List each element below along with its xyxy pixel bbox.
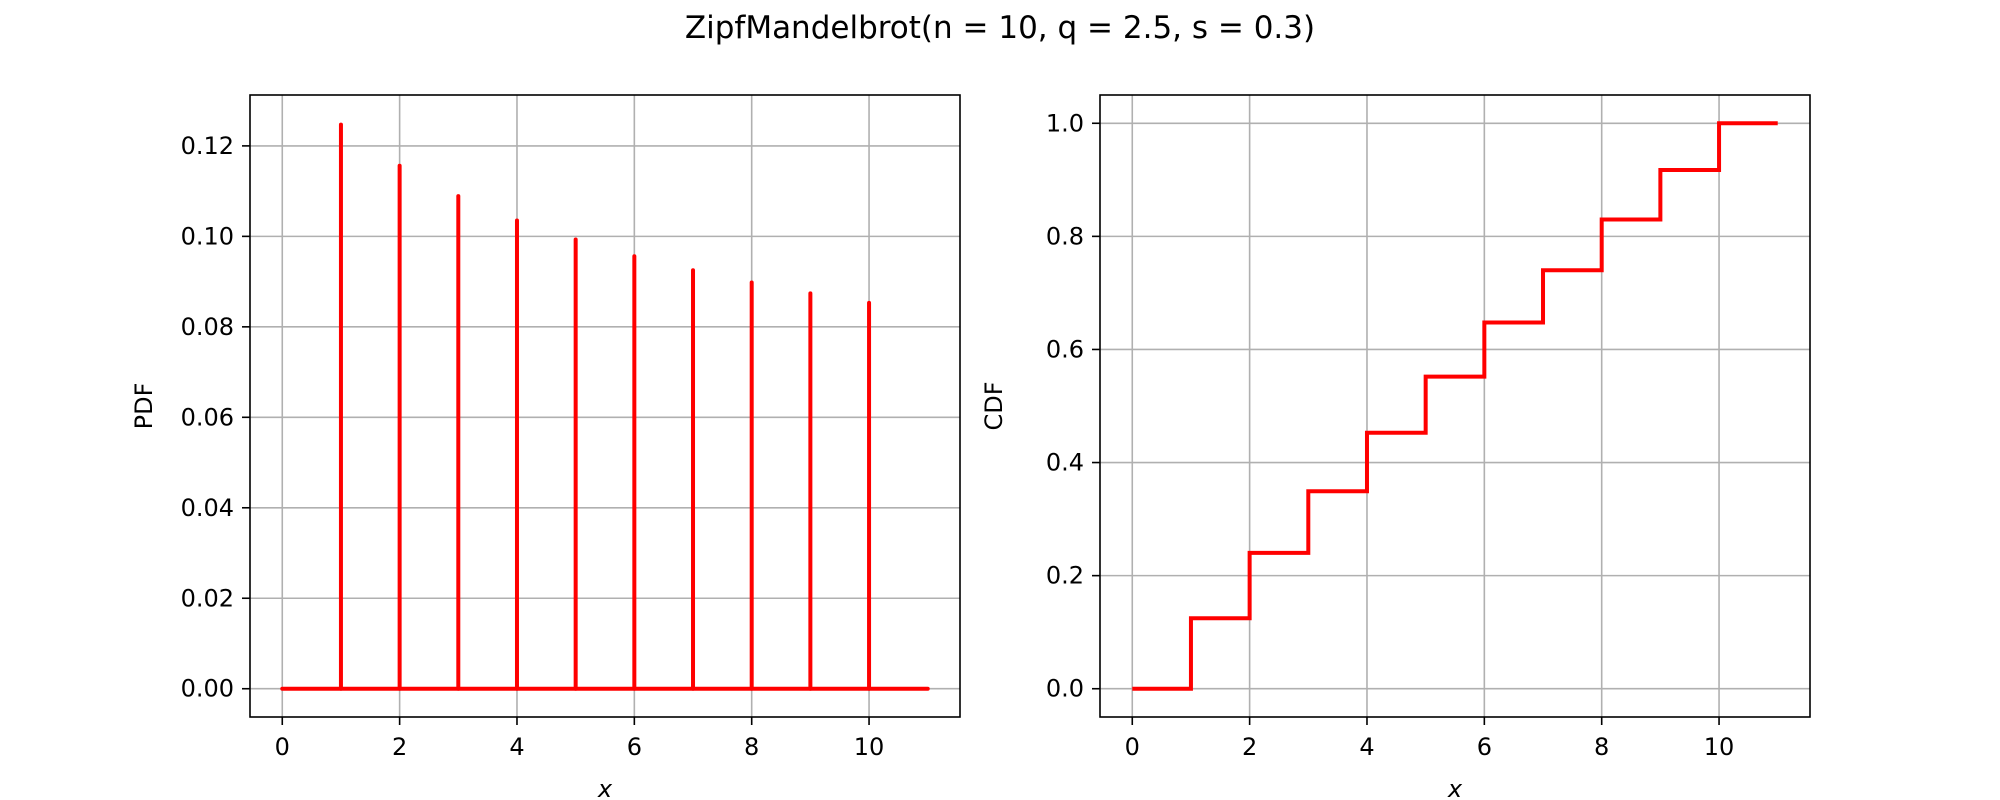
y-tick-label: 1.0 bbox=[1046, 109, 1084, 137]
y-tick-label: 0.0 bbox=[1046, 675, 1084, 703]
y-tick-label: 0.10 bbox=[181, 222, 234, 250]
x-axis-label: x bbox=[597, 775, 613, 800]
x-tick-label: 2 bbox=[1242, 733, 1257, 761]
x-tick-label: 2 bbox=[392, 733, 407, 761]
y-tick-label: 0.4 bbox=[1046, 449, 1084, 477]
x-tick-label: 10 bbox=[1704, 733, 1735, 761]
y-tick-label: 0.08 bbox=[181, 313, 234, 341]
y-tick-label: 0.2 bbox=[1046, 562, 1084, 590]
data-series bbox=[280, 122, 930, 691]
x-tick-label: 8 bbox=[1594, 733, 1609, 761]
y-axis-label: PDF bbox=[130, 383, 158, 430]
cdf-step-line bbox=[1132, 121, 1778, 691]
y-tick-label: 0.8 bbox=[1046, 222, 1084, 250]
grid bbox=[1100, 95, 1810, 717]
axes-frame bbox=[1099, 94, 1811, 718]
y-axis-label: CDF bbox=[980, 381, 1008, 430]
pdf-panel: 0 2 4 6 8 10 0.00 0.02 0.04 0.06 0.08 0.10 0.12 x PDF bbox=[130, 94, 961, 800]
x-axis-label: x bbox=[1447, 775, 1463, 800]
x-tick-label: 6 bbox=[627, 733, 642, 761]
y-tick-label: 0.12 bbox=[181, 132, 234, 160]
figure-title: ZipfMandelbrot(n = 10, q = 2.5, s = 0.3) bbox=[684, 10, 1316, 46]
axes-frame bbox=[249, 94, 961, 718]
y-tick-label: 0.6 bbox=[1046, 335, 1084, 363]
x-tick-label: 6 bbox=[1477, 733, 1492, 761]
y-tick-label: 0.00 bbox=[181, 675, 234, 703]
x-tick-label: 0 bbox=[1125, 733, 1140, 761]
x-tick-label: 10 bbox=[854, 733, 885, 761]
y-tick-label: 0.06 bbox=[181, 403, 234, 431]
cdf-panel: 0 2 4 6 8 10 0.0 0.2 0.4 0.6 0.8 1.0 x CDF bbox=[980, 94, 1811, 800]
y-tick-label: 0.04 bbox=[181, 494, 234, 522]
x-tick-label: 8 bbox=[744, 733, 759, 761]
x-tick-label: 4 bbox=[1359, 733, 1374, 761]
data-series bbox=[1132, 121, 1778, 691]
grid bbox=[250, 95, 960, 717]
y-tick-label: 0.02 bbox=[181, 584, 234, 612]
x-tick-label: 4 bbox=[509, 733, 524, 761]
x-tick-label: 0 bbox=[275, 733, 290, 761]
